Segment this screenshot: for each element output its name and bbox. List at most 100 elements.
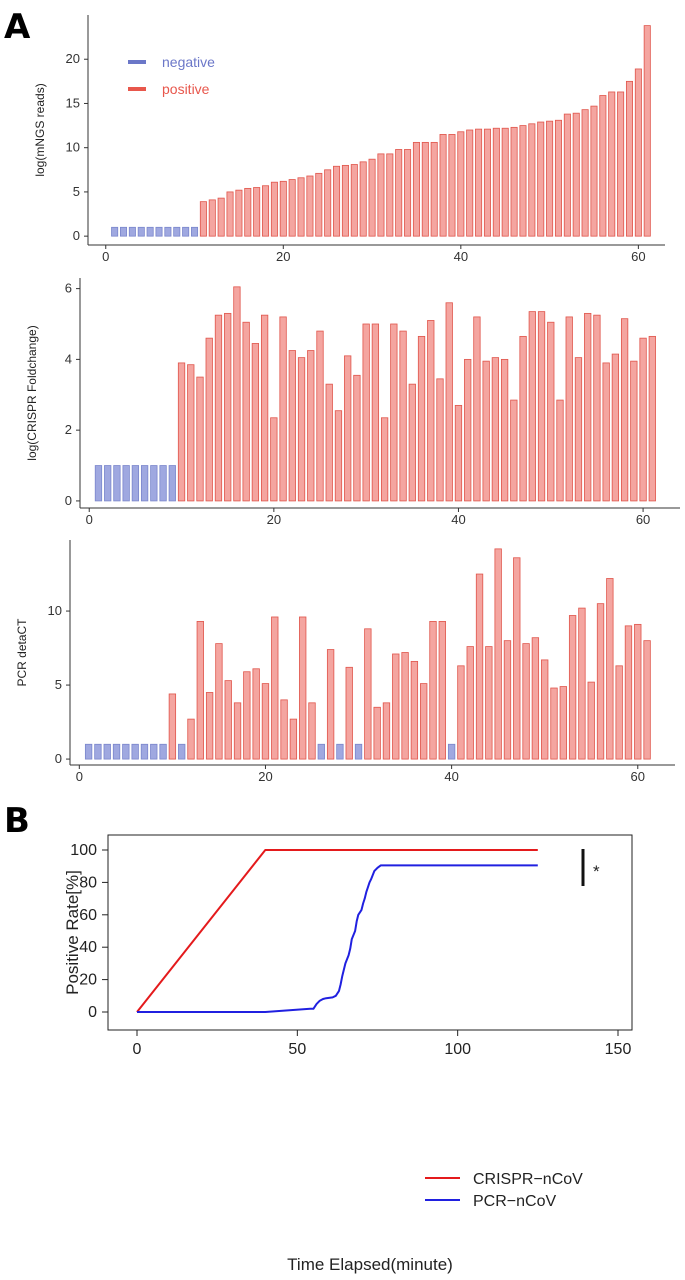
positive-bar <box>341 164 349 237</box>
positive-bar <box>492 127 500 237</box>
y-axis-label: PCR detaCT <box>15 618 29 687</box>
negative-bar <box>447 743 456 760</box>
positive-bar <box>602 362 610 502</box>
positive-bar <box>572 112 580 237</box>
x-tick-label: 0 <box>86 512 93 527</box>
positive-bar <box>279 316 287 502</box>
positive-bar <box>531 637 540 760</box>
positive-bar <box>568 615 577 760</box>
positive-bar <box>421 141 429 237</box>
negative-bar <box>140 743 149 760</box>
positive-bar <box>408 383 416 502</box>
positive-bar <box>395 149 403 237</box>
x-tick-label: 40 <box>454 249 468 264</box>
positive-bar <box>205 692 214 760</box>
x-tick-label: 150 <box>605 1041 632 1058</box>
negative-bar <box>155 226 163 237</box>
negative-bar <box>103 743 111 760</box>
positive-bar <box>563 113 571 237</box>
positive-bar <box>326 649 335 760</box>
positive-bar <box>559 686 567 760</box>
negative-bar <box>131 743 139 760</box>
negative-bar <box>182 226 190 237</box>
y-tick-label: 10 <box>66 140 80 155</box>
y-tick-label: 20 <box>79 972 97 989</box>
positive-bar <box>168 693 177 760</box>
positive-bar <box>205 337 213 502</box>
positive-bar <box>634 68 642 237</box>
positive-bar <box>345 666 353 760</box>
y-axis-label: Positive Rate[%] <box>63 870 82 995</box>
panel-label-a: A <box>4 7 31 47</box>
legend-label-crispr: CRISPR−nCoV <box>473 1171 583 1188</box>
positive-bar <box>606 578 614 760</box>
positive-bar <box>587 681 595 760</box>
positive-bar <box>233 286 241 502</box>
positive-bar <box>196 621 204 760</box>
positive-bar <box>547 321 555 502</box>
positive-bar <box>491 357 500 502</box>
positive-bar <box>482 360 490 502</box>
positive-bar <box>454 404 463 502</box>
positive-bar <box>429 621 437 760</box>
x-tick-label: 20 <box>267 512 281 527</box>
negative-bar <box>191 226 199 237</box>
negative-bar <box>122 743 130 760</box>
positive-bar <box>362 323 370 502</box>
positive-bar <box>639 337 647 502</box>
positive-bar <box>280 699 288 760</box>
positive-bar <box>445 302 453 502</box>
positive-bar <box>359 161 367 237</box>
positive-bar <box>253 187 261 237</box>
positive-bar <box>410 660 419 760</box>
positive-bar <box>457 131 465 237</box>
y-tick-label: 80 <box>79 874 97 891</box>
mngs-reads-bar-chart: 0 5 10 15 20 0 20 40 60 log(mNGS reads) negative po… <box>33 15 665 264</box>
positive-rate-line-chart: 0 20 40 60 80 100 0 50 100 150 Time Elapsed(minute… <box>63 834 633 1274</box>
positive-bar <box>390 323 398 502</box>
positive-bar <box>436 378 444 502</box>
positive-bar <box>537 121 545 237</box>
positive-bar <box>404 149 412 237</box>
positive-bar <box>364 628 372 760</box>
negative-bar <box>140 465 149 502</box>
y-tick-label: 60 <box>79 907 97 924</box>
positive-bar <box>271 616 279 760</box>
positive-bar <box>242 321 250 502</box>
positive-bar <box>350 164 358 237</box>
significance-marker: * <box>593 862 600 881</box>
y-axis-label: log(CRISPR Foldchange) <box>25 325 39 460</box>
legend-label-pcr: PCR−nCoV <box>473 1193 556 1210</box>
positive-bar <box>584 312 592 502</box>
negative-bar <box>120 226 128 237</box>
positive-bar <box>217 197 225 237</box>
positive-bar <box>224 680 232 760</box>
positive-bar <box>430 141 438 237</box>
y-tick-label: 0 <box>73 228 80 243</box>
y-tick-label: 2 <box>65 422 72 437</box>
positive-bar <box>215 643 223 760</box>
negative-bar <box>317 743 325 760</box>
positive-bar <box>297 177 305 237</box>
positive-bar <box>581 109 589 237</box>
positive-bar <box>344 355 352 502</box>
positive-bar <box>187 718 195 760</box>
negative-bar <box>150 743 158 760</box>
panel-label-b: B <box>4 801 30 841</box>
positive-bar <box>466 129 474 237</box>
x-tick-label: 60 <box>631 249 645 264</box>
positive-bar <box>325 383 333 502</box>
y-tick-label: 100 <box>70 842 97 859</box>
positive-bar <box>643 25 651 237</box>
positive-bar <box>270 417 278 502</box>
positive-bar <box>599 95 607 237</box>
x-tick-label: 40 <box>444 769 458 784</box>
positive-bar <box>624 625 633 760</box>
negative-bar <box>159 465 167 502</box>
x-tick-label: 20 <box>258 769 272 784</box>
x-tick-label: 40 <box>451 512 465 527</box>
positive-bar <box>501 127 509 237</box>
positive-bar <box>464 358 472 502</box>
negative-bar <box>128 226 136 237</box>
positive-bar <box>608 91 616 237</box>
